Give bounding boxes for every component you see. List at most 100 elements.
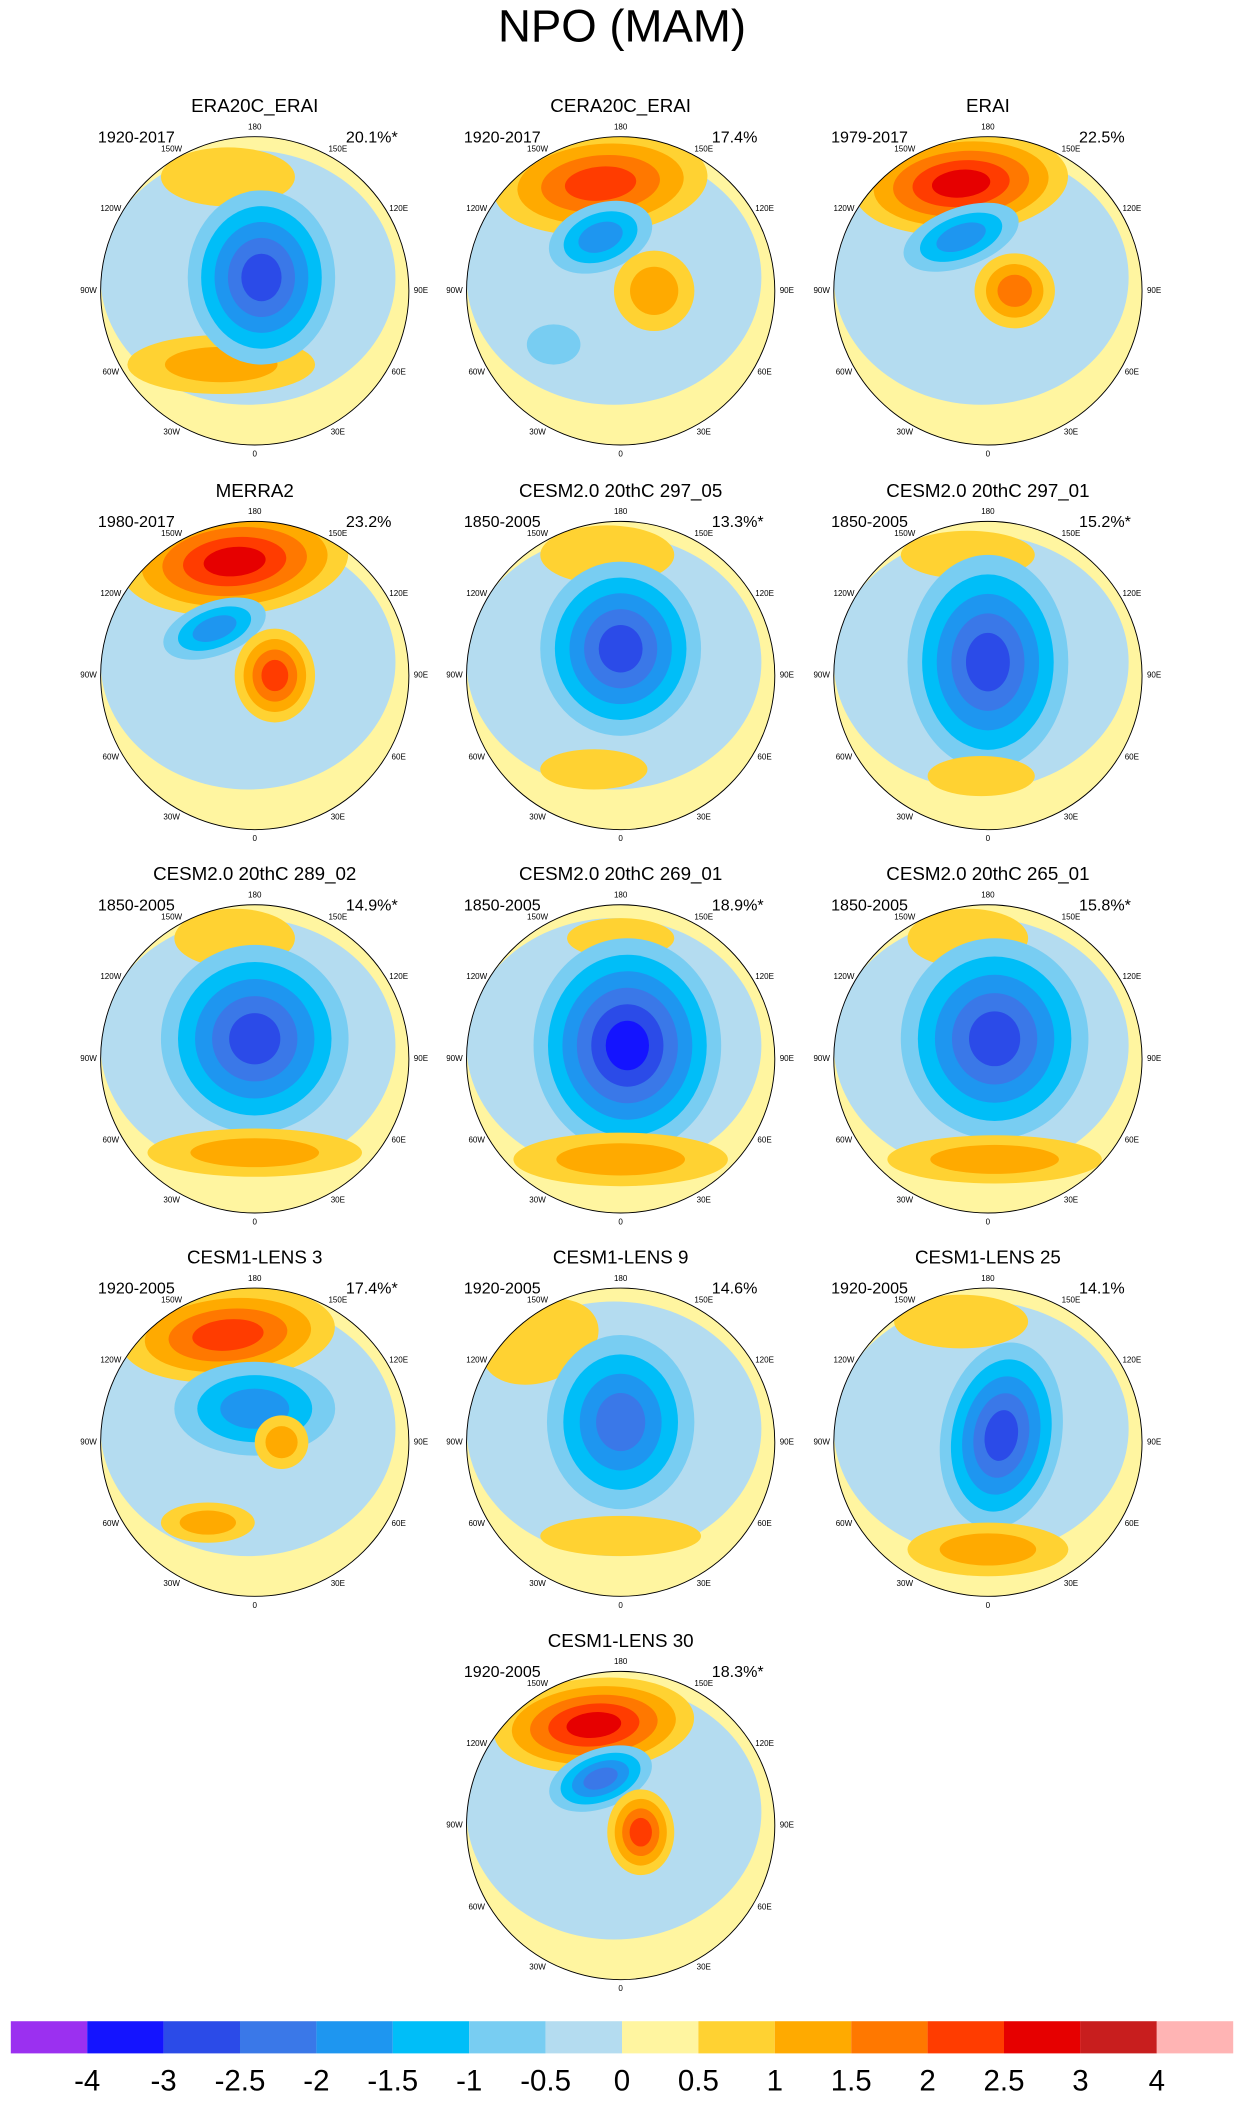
longitude-label: 90E	[780, 1437, 795, 1446]
map-panel: CESM2.0 20thC 269_01 1850-2005 18.9%* 180 15…	[446, 863, 794, 1226]
anomaly-contour	[629, 1817, 652, 1847]
longitude-label: 30E	[697, 428, 712, 437]
longitude-label: 90W	[446, 671, 463, 680]
longitude-label: 30E	[331, 1579, 346, 1588]
colorbar-label: -2	[303, 2065, 329, 2098]
colorbar-label: 1	[767, 2065, 783, 2098]
longitude-label: 30W	[163, 812, 180, 821]
longitude-label: 150E	[694, 1296, 713, 1305]
longitude-label: 30W	[897, 812, 914, 821]
longitude-label: 120E	[389, 589, 408, 598]
anomaly-contour	[936, 222, 986, 253]
map-outline	[100, 904, 410, 1214]
longitude-label: 30E	[697, 1962, 712, 1971]
longitude-label: 30W	[163, 1196, 180, 1205]
colorbar-box	[240, 2021, 317, 2054]
longitude-label: 60W	[468, 1136, 485, 1145]
longitude-label: 90E	[780, 286, 795, 295]
map-field	[466, 904, 775, 1213]
map-outline	[466, 136, 776, 446]
longitude-label: 0	[986, 449, 991, 458]
panel-period: 1920-2005	[831, 1280, 908, 1298]
panel-title: CESM2.0 20thC 265_01	[886, 863, 1089, 885]
longitude-label: 60W	[468, 752, 485, 761]
longitude-label: 60W	[836, 368, 853, 377]
longitude-label: 90E	[1147, 1054, 1162, 1063]
panel-variance: 17.4%*	[346, 1280, 398, 1298]
longitude-label: 60E	[392, 1136, 407, 1145]
longitude-label: 150W	[527, 1679, 548, 1688]
map-panel: ERAI 1979-2017 22.5% 180 150E 120E 90E 60E 30E 0 3…	[813, 95, 1161, 458]
anomaly-contour	[564, 166, 637, 201]
figure-title: NPO (MAM)	[498, 1, 746, 52]
colorbar-label: 2.5	[984, 2065, 1025, 2098]
panel-title: CERA20C_ERAI	[550, 95, 691, 117]
longitude-label: 150W	[527, 1296, 548, 1305]
longitude-label: 30W	[529, 812, 546, 821]
longitude-label: 60E	[1125, 1519, 1140, 1528]
longitude-label: 0	[618, 1218, 623, 1227]
longitude-label: 120W	[466, 1356, 487, 1365]
map-outline	[466, 1670, 776, 1981]
longitude-label: 90W	[80, 1437, 97, 1446]
longitude-label: 120E	[389, 1356, 408, 1365]
longitude-label: 30W	[897, 1196, 914, 1205]
colorbar-label: -3	[151, 2065, 177, 2098]
panel-variance: 17.4%	[712, 128, 758, 146]
panel-title: ERAI	[966, 95, 1010, 116]
longitude-label: 90E	[1147, 1437, 1162, 1446]
longitude-label: 60W	[103, 752, 120, 761]
longitude-label: 30W	[529, 1579, 546, 1588]
longitude-label: 90W	[813, 671, 830, 680]
longitude-label: 30W	[163, 1579, 180, 1588]
longitude-label: 60E	[1125, 752, 1140, 761]
longitude-label: 90E	[414, 1054, 429, 1063]
longitude-label: 150E	[328, 144, 347, 153]
longitude-label: 120W	[100, 589, 121, 598]
panel-period: 1920-2005	[464, 1663, 541, 1681]
longitude-label: 60E	[392, 368, 407, 377]
panel-period: 1850-2005	[98, 896, 175, 914]
map-outline	[100, 136, 410, 446]
map-field	[100, 136, 409, 445]
longitude-label: 30E	[697, 1196, 712, 1205]
anomaly-contour	[578, 221, 623, 253]
anomaly-contour	[583, 1767, 618, 1790]
longitude-label: 180	[614, 1657, 628, 1666]
anomaly-contour	[997, 274, 1032, 307]
longitude-label: 90E	[780, 1054, 795, 1063]
map-outline	[466, 1287, 776, 1597]
panel-title: MERRA2	[216, 480, 294, 501]
longitude-label: 60W	[468, 1902, 485, 1911]
map-field	[100, 904, 409, 1213]
panel-variance: 15.2%*	[1079, 513, 1131, 531]
panel-title: CESM1-LENS 30	[548, 1630, 694, 1651]
panel-title: CESM2.0 20thC 297_01	[886, 480, 1089, 502]
colorbar-label: -0.5	[520, 2065, 571, 2098]
map-panel: CESM1-LENS 3 1920-2005 17.4%* 180 150E 120E 90…	[80, 1247, 428, 1610]
longitude-label: 90E	[780, 671, 795, 680]
anomaly-contour	[605, 1020, 650, 1071]
longitude-label: 60E	[757, 1902, 772, 1911]
longitude-label: 90W	[446, 286, 463, 295]
map-panel: ERA20C_ERAI 1920-2017 20.1%* 180 150E 120E 90E…	[80, 95, 428, 458]
longitude-label: 90W	[80, 671, 97, 680]
longitude-label: 90W	[80, 286, 97, 295]
longitude-label: 150E	[1062, 529, 1081, 538]
longitude-label: 120W	[833, 972, 854, 981]
panel-variance: 14.9%*	[346, 896, 398, 914]
longitude-label: 90W	[813, 286, 830, 295]
colorbar-box	[698, 2021, 775, 2054]
panel-period: 1920-2017	[98, 128, 175, 146]
panel-variance: 14.6%	[712, 1280, 758, 1298]
anomaly-contour	[566, 1712, 622, 1738]
map-outline	[466, 520, 776, 831]
longitude-label: 180	[248, 122, 262, 131]
longitude-label: 0	[253, 1218, 258, 1227]
anomaly-contour	[192, 615, 237, 642]
longitude-label: 150W	[161, 144, 182, 153]
colorbar: -4 -3 -2.5 -2 -1.5 -1 -0.5 0 0.5 1 1.5 2 2.5 3 4	[10, 2021, 1234, 2098]
longitude-label: 120W	[466, 972, 487, 981]
panel-title: CESM2.0 20thC 289_02	[153, 863, 356, 885]
colorbar-box	[545, 2021, 622, 2054]
